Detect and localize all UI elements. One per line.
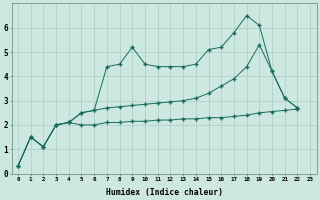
X-axis label: Humidex (Indice chaleur): Humidex (Indice chaleur) (106, 188, 222, 197)
